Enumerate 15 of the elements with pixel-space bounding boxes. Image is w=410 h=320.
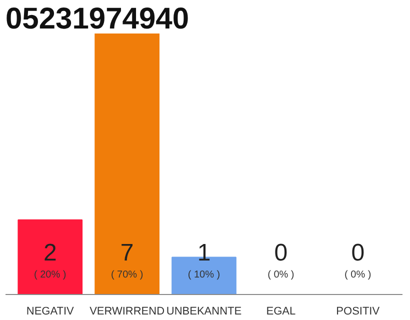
data-label: 0 [351,240,365,266]
data-label: 2 [43,240,57,266]
data-label: 0 [274,240,288,266]
annotation: ( 0% ) [268,270,294,280]
x-tick-label: VERWIRREND [90,306,165,318]
annotation: ( 10% ) [188,270,220,280]
chart-title: 05231974940 [6,2,190,36]
annotation: ( 20% ) [34,270,66,280]
x-tick-label: NEGATIV [26,306,75,318]
x-tick-label: EGAL [266,306,296,318]
annotation: ( 70% ) [110,270,144,280]
x-tick-label: UNBEKANNTE [166,306,242,318]
annotation: ( 0% ) [344,270,372,280]
x-tick-label: POSITIV [336,306,380,318]
data-label: 7 [120,240,134,266]
